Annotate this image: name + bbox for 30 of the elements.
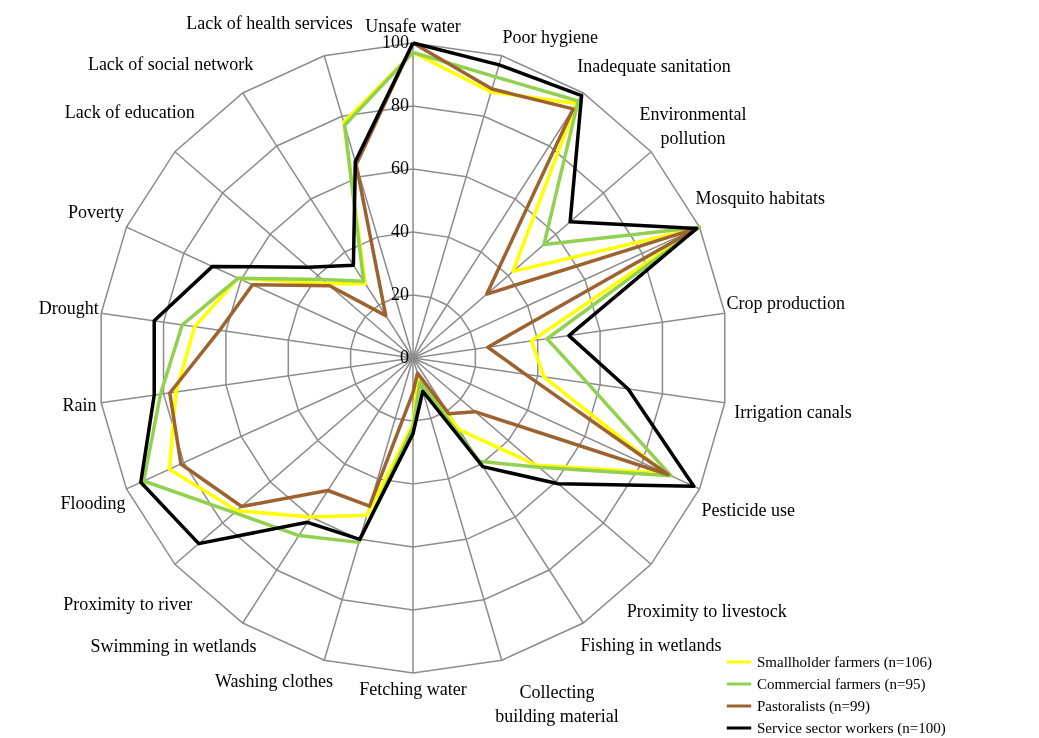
legend-label: Service sector workers (n=100) [757, 720, 946, 737]
spoke-label: Flooding [60, 493, 126, 514]
spoke-label: Irrigation canals [734, 401, 852, 422]
spoke-label: Poverty [67, 202, 124, 223]
y-tick-label: 0 [400, 347, 409, 367]
spoke-label: Pesticide use [701, 500, 795, 521]
spoke-label: Lack of education [64, 101, 195, 122]
spoke-label: Rain [62, 394, 97, 415]
spoke-label: Fishing in wetlands [580, 634, 722, 655]
legend-label: Smallholder farmers (n=106) [757, 654, 933, 671]
spoke-label: Proximity to river [63, 594, 193, 615]
spoke-label: Lack of health services [186, 12, 353, 33]
spoke-label: Swimming in wetlands [90, 636, 257, 657]
legend-label: Pastoralists (n=99) [757, 698, 871, 715]
legend-label: Commercial farmers (n=95) [757, 676, 926, 693]
spoke-label: Crop production [726, 293, 846, 314]
spoke-label: Poor hygiene [502, 27, 599, 48]
spoke-label: Inadequate sanitation [577, 55, 731, 76]
y-tick-label: 40 [391, 221, 409, 241]
spoke-label: Collecting building material [495, 682, 619, 727]
spoke-label: Fetching water [359, 678, 467, 699]
spoke-label: Lack of social network [87, 53, 254, 74]
spoke-label: Proximity to livestock [626, 601, 787, 622]
spoke-label: Drought [38, 297, 99, 318]
y-tick-label: 60 [391, 158, 409, 178]
y-tick-label: 20 [391, 284, 409, 304]
spoke-label: Washing clothes [215, 670, 334, 691]
y-tick-label: 80 [391, 95, 409, 115]
spoke-label: Mosquito habitats [695, 188, 826, 209]
spoke-label: Environmental pollution [639, 104, 747, 149]
